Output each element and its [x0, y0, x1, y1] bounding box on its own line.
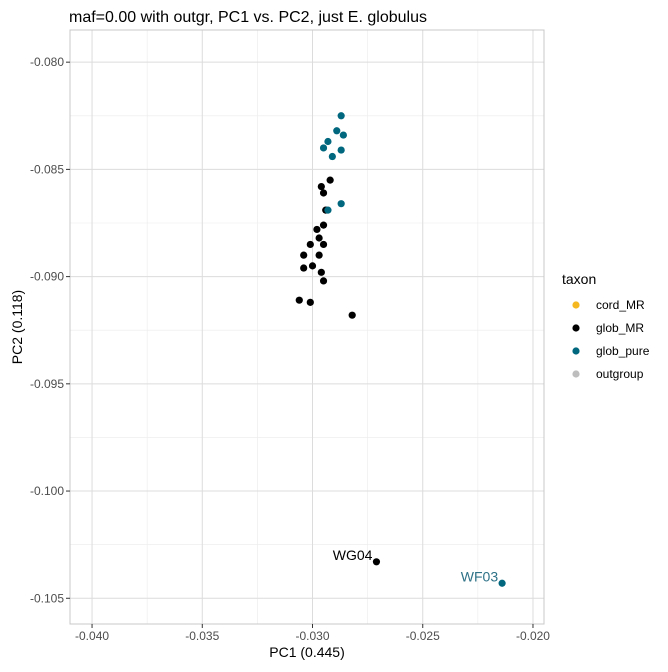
- data-point-glob-pure: [328, 152, 336, 161]
- data-point-glob-mr: [319, 189, 328, 197]
- legend-label: cord_MR: [596, 298, 645, 312]
- data-point-glob-mr: [372, 558, 381, 566]
- y-tick-label: -0.085: [30, 162, 64, 176]
- data-point-glob-mr: [319, 277, 328, 285]
- x-tick-label: -0.030: [295, 629, 329, 643]
- data-point-glob-mr: [319, 240, 328, 249]
- data-point-glob-mr: [300, 264, 308, 272]
- y-tick-label: -0.100: [30, 484, 64, 498]
- data-point-glob-mr: [306, 240, 314, 249]
- data-point-glob-pure: [324, 206, 332, 214]
- data-point-glob-mr: [319, 221, 328, 229]
- x-tick-label: -0.020: [516, 629, 550, 643]
- data-point-glob-mr: [317, 268, 325, 276]
- data-point-glob-mr: [308, 262, 317, 270]
- y-axis-label: PC2 (0.118): [9, 290, 25, 364]
- x-tick-label: -0.025: [406, 629, 440, 643]
- x-axis-label: PC1 (0.445): [269, 644, 344, 660]
- data-point-glob-mr: [317, 182, 325, 191]
- data-point-glob-pure: [337, 146, 345, 154]
- legend-label: glob_pure: [596, 344, 650, 358]
- data-point-glob-mr: [348, 311, 356, 319]
- data-point-glob-mr: [326, 176, 334, 184]
- data-point-glob-pure: [337, 200, 345, 208]
- data-point-glob-pure: [339, 131, 347, 139]
- data-point-glob-mr: [295, 296, 303, 304]
- legend-title: taxon: [562, 271, 596, 287]
- data-point-glob-mr: [306, 298, 314, 306]
- data-point-glob-pure: [319, 144, 328, 152]
- data-point-glob-pure: [498, 579, 506, 587]
- plot-panel: [69, 29, 545, 625]
- legend-label: outgroup: [596, 367, 644, 381]
- legend-items: cord_MR glob_MR glob_pure outgroup: [572, 298, 650, 381]
- chart-title: maf=0.00 with outgr, PC1 vs. PC2, just E…: [69, 9, 427, 26]
- y-tick-label: -0.095: [30, 377, 64, 391]
- data-point-glob-mr: [315, 234, 323, 242]
- legend-key-glob-mr: [572, 324, 580, 332]
- data-point-glob-pure: [333, 127, 341, 135]
- y-axis-ticks: -0.080 -0.085 -0.090 -0.095 -0.100 -0.105: [30, 55, 70, 605]
- y-tick-label: -0.080: [30, 55, 64, 69]
- data-point-glob-mr: [315, 251, 323, 259]
- y-tick-label: -0.105: [30, 591, 64, 605]
- grid-lines: [70, 30, 544, 624]
- data-point-glob-mr: [300, 251, 308, 259]
- data-points: [295, 112, 506, 587]
- data-point-glob-pure: [324, 137, 332, 146]
- legend-label: glob_MR: [596, 321, 644, 335]
- data-point-glob-mr: [313, 225, 321, 234]
- legend: taxon cord_MR glob_MR glob_pure outgroup: [562, 271, 650, 381]
- point-annotations: WG04 WF03: [333, 547, 499, 584]
- x-tick-label: -0.035: [185, 629, 219, 643]
- data-point-glob-pure: [337, 112, 345, 120]
- annotation-label: WG04: [333, 547, 373, 563]
- legend-key-outgroup: [572, 370, 580, 378]
- annotation-label: WF03: [461, 568, 499, 584]
- legend-key-glob-pure: [572, 347, 580, 355]
- legend-key-cord-mr: [572, 301, 580, 309]
- y-tick-label: -0.090: [30, 270, 64, 284]
- x-axis-ticks: -0.040 -0.035 -0.030 -0.025 -0.020: [75, 624, 550, 643]
- x-tick-label: -0.040: [75, 629, 109, 643]
